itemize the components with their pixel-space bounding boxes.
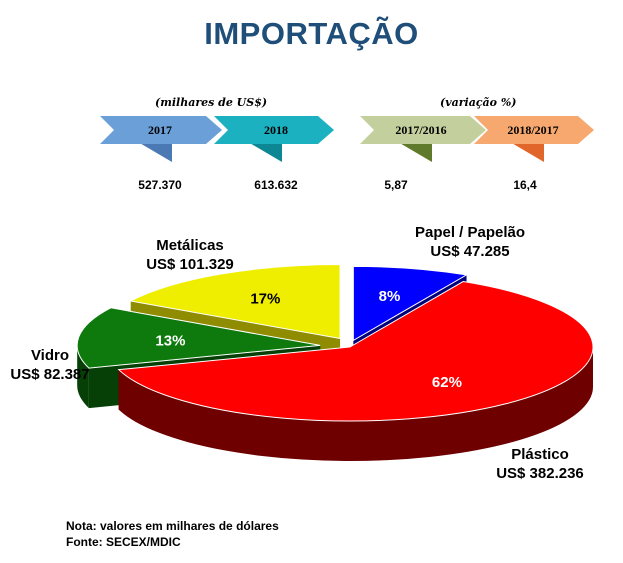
badge-2017: 2017: [100, 116, 222, 162]
badge-2018-arrow: [214, 116, 334, 144]
badge-2017-tail: [138, 142, 172, 162]
slice-value-plastico: US$ 382.236: [496, 465, 584, 482]
note-source: Fonte: SECEX/MDIC: [66, 535, 181, 549]
chart-note: Nota: valores em milhares de dólares Fon…: [66, 518, 279, 550]
slice-value-vidro: US$ 82.387: [10, 366, 90, 383]
badge-2017-2016-arrow: [360, 116, 486, 144]
badge-2017-2016-label: 2017/2016: [395, 123, 446, 137]
pie-side-plastico: [118, 347, 593, 461]
slice-name-papel: Papel / Papelão: [414, 224, 526, 241]
badge-2017-arrow: [100, 116, 222, 144]
pie-percent-plastico: 62%: [432, 374, 462, 391]
pie-slice-plastico: [117, 280, 594, 422]
badge-2018-2017: 2018/2017: [474, 116, 594, 162]
slice-value-papel: US$ 47.285: [430, 243, 510, 260]
badge-2017-label: 2017: [148, 123, 172, 137]
badge-2018-2017-tail: [510, 142, 544, 162]
pie-percent-metalicas: 17%: [250, 291, 280, 308]
page-title: IMPORTAÇÃO: [204, 16, 419, 51]
slice-label-papel: Papel / Papelão US$ 47.285: [400, 223, 540, 261]
slice-name-vidro: Vidro: [30, 347, 70, 364]
note-units: Nota: valores em milhares de dólares: [66, 519, 279, 533]
badge-2017-2016-tail: [398, 142, 432, 162]
badges-graphic: 2017 2018 2017/2016 2018/2017: [100, 116, 594, 162]
badge-2018-tail: [248, 142, 282, 162]
slice-label-plastico: Plástico US$ 382.236: [470, 445, 610, 483]
badge-2017-value: 527.370: [138, 178, 182, 192]
badge-2018-2017-value: 16,4: [513, 178, 537, 192]
pie-slice-metalicas: [129, 264, 341, 340]
slice-label-vidro: Vidro US$ 82.387: [0, 346, 100, 384]
pie-slice-papel: [352, 265, 469, 342]
badge-2018-label: 2018: [264, 123, 288, 137]
pie-slice-vidro: [76, 307, 321, 369]
variation-caption: (variação %): [440, 96, 517, 109]
slice-value-metalicas: US$ 101.329: [146, 256, 234, 273]
pie-side-vidro: [77, 345, 89, 409]
badge-2017-2016-value: 5,87: [384, 178, 408, 192]
badge-2017-2016: 2017/2016: [360, 116, 486, 162]
badge-2018-2017-arrow: [474, 116, 594, 144]
badge-2018: 2018: [214, 116, 334, 162]
badge-2018-value: 613.632: [254, 178, 298, 192]
pie-percent-papel: 8%: [379, 288, 401, 305]
badge-2018-2017-label: 2018/2017: [507, 123, 558, 137]
values-caption: (milhares de US$): [155, 96, 268, 109]
slice-name-plastico: Plástico: [511, 446, 569, 463]
slice-label-metalicas: Metálicas US$ 101.329: [120, 236, 260, 274]
slice-name-metalicas: Metálicas: [156, 237, 224, 254]
pie-percent-vidro: 13%: [155, 332, 185, 349]
